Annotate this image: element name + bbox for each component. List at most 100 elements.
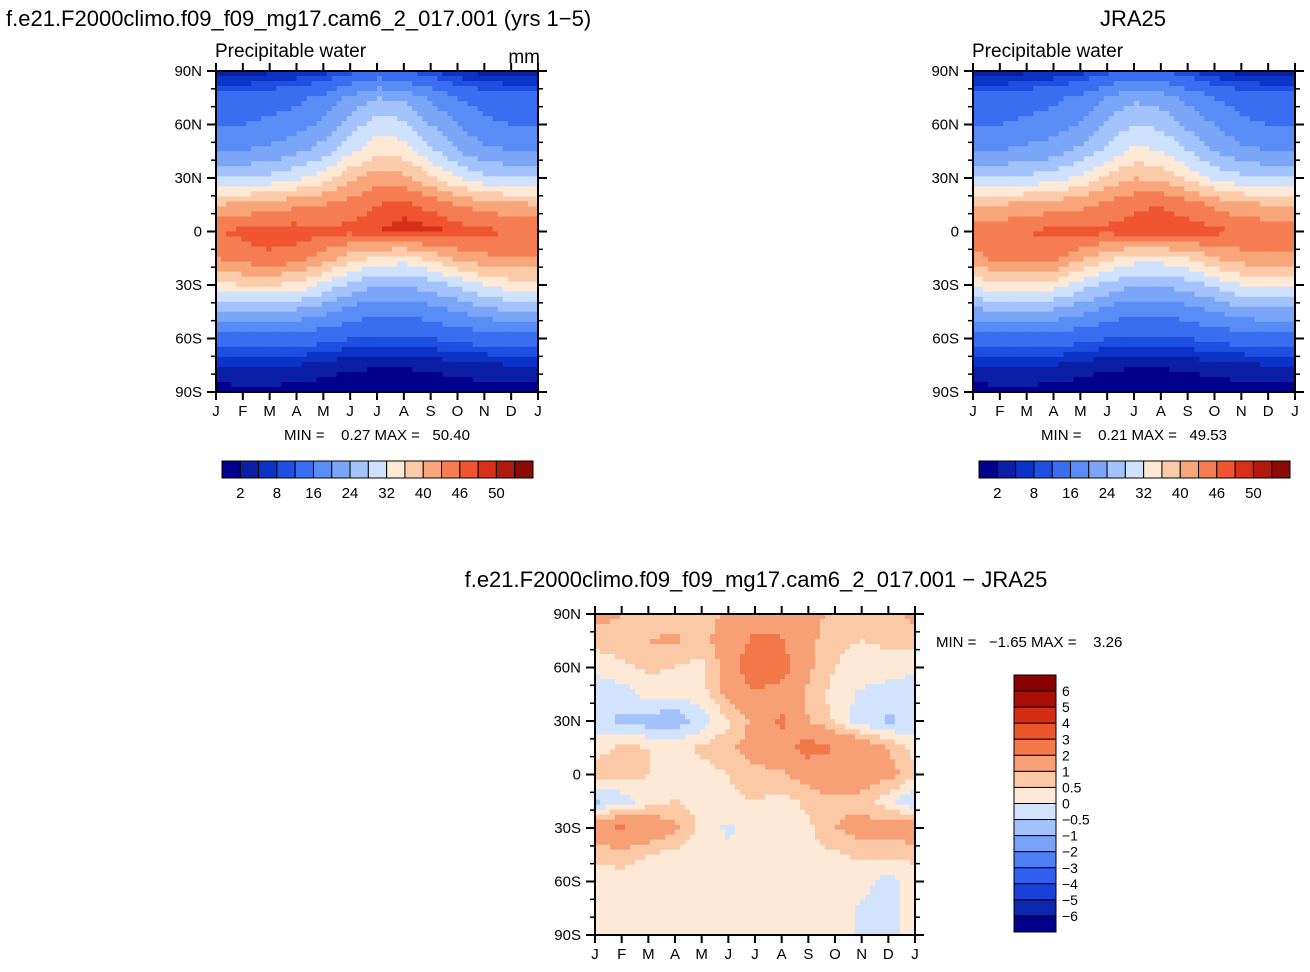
- model-contour-cell: [291, 71, 297, 77]
- model-contour-cell: [271, 141, 277, 147]
- obs-contour-cell: [1184, 116, 1190, 122]
- model-contour-cell: [377, 256, 383, 262]
- model-contour-cell: [226, 221, 232, 227]
- model-contour-cell: [366, 171, 373, 177]
- model-contour-cell: [382, 281, 388, 288]
- model-contour-cell: [452, 276, 458, 283]
- obs-contour-cell: [1023, 101, 1029, 107]
- model-contour-cell: [251, 141, 257, 147]
- model-contour-cell: [221, 181, 227, 187]
- model-contour-cell: [226, 276, 232, 283]
- model-contour-cell: [512, 136, 519, 142]
- obs-contour-cell: [1169, 96, 1175, 102]
- model-contour-cell: [492, 106, 499, 112]
- model-contour-cell: [311, 236, 318, 242]
- model-contour-cell: [402, 361, 408, 368]
- model-contour-cell: [306, 386, 312, 393]
- model-contour-cell: [407, 376, 413, 383]
- model-contour-cell: [507, 271, 514, 278]
- model-contour-cell: [216, 171, 222, 177]
- model-contour-cell: [226, 171, 232, 177]
- model-contour-cell: [266, 301, 272, 308]
- model-contour-cell: [382, 271, 388, 278]
- model-contour-cell: [387, 241, 393, 247]
- model-contour-cell: [457, 321, 463, 328]
- obs-contour-cell: [1093, 86, 1100, 92]
- model-contour-cell: [417, 161, 423, 167]
- model-contour-cell: [447, 96, 453, 102]
- model-contour-cell: [341, 71, 348, 77]
- model-contour-cell: [261, 101, 267, 107]
- model-contour-cell: [522, 121, 529, 127]
- model-contour-cell: [382, 321, 388, 328]
- model-contour-cell: [517, 156, 524, 162]
- model-contour-cell: [527, 171, 534, 177]
- model-contour-cell: [221, 226, 227, 232]
- obs-contour-cell: [1209, 116, 1215, 122]
- model-contour-cell: [492, 341, 499, 348]
- model-contour-cell: [502, 176, 509, 182]
- model-contour-cell: [331, 141, 338, 147]
- model-contour-cell: [291, 216, 297, 222]
- obs-contour-cell: [1244, 86, 1251, 92]
- model-contour-cell: [231, 221, 237, 227]
- model-contour-cell: [377, 171, 383, 177]
- model-contour-cell: [346, 376, 353, 383]
- model-contour-cell: [331, 251, 338, 257]
- model-contour-cell: [532, 221, 539, 227]
- model-contour-cell: [497, 386, 504, 393]
- model-contour-cell: [507, 361, 514, 368]
- model-contour-cell: [291, 111, 297, 117]
- model-contour-cell: [437, 366, 443, 373]
- model-contour-cell: [477, 86, 484, 92]
- model-contour-cell: [497, 136, 504, 142]
- model-contour-cell: [251, 191, 257, 197]
- model-contour-cell: [447, 101, 453, 107]
- model-contour-cell: [382, 356, 388, 363]
- model-contour-cell: [291, 241, 297, 247]
- model-contour-cell: [231, 271, 237, 278]
- model-contour-cell: [301, 301, 307, 308]
- model-contour-cell: [241, 326, 247, 333]
- model-contour-cell: [316, 251, 323, 257]
- model-contour-cell: [361, 371, 368, 378]
- model-contour-cell: [527, 336, 534, 343]
- obs-contour-cell: [1244, 121, 1251, 127]
- model-contour-cell: [346, 286, 353, 293]
- model-contour-cell: [527, 316, 534, 323]
- model-contour-cell: [412, 191, 418, 197]
- obs-contour-cell: [1274, 96, 1281, 102]
- model-contour-cell: [246, 261, 252, 268]
- obs-contour-cell: [1003, 86, 1009, 92]
- model-contour-cell: [371, 116, 378, 122]
- model-contour-cell: [417, 321, 423, 328]
- model-contour-cell: [452, 201, 458, 207]
- model-contour-cell: [512, 231, 519, 237]
- model-contour-cell: [371, 96, 378, 102]
- model-contour-cell: [487, 371, 494, 378]
- model-contour-cell: [472, 206, 479, 212]
- obs-contour-cell: [1214, 81, 1220, 87]
- obs-contour-cell: [1058, 76, 1064, 82]
- obs-contour-cell: [1254, 101, 1261, 107]
- model-contour-cell: [306, 336, 312, 343]
- diff-minmax: MIN = −1.65 MAX = 3.26: [936, 634, 1122, 651]
- model-contour-cell: [291, 381, 297, 388]
- model-contour-cell: [326, 256, 333, 262]
- model-contour-cell: [517, 296, 524, 303]
- model-contour-cell: [407, 211, 413, 217]
- model-contour-cell: [407, 156, 413, 162]
- obs-contour-cell: [1113, 76, 1120, 82]
- model-contour-cell: [321, 166, 328, 172]
- model-contour-cell: [256, 176, 262, 182]
- model-contour-cell: [346, 251, 353, 257]
- obs-contour-cell: [1284, 86, 1291, 92]
- model-contour-cell: [402, 241, 408, 247]
- model-contour-cell: [366, 76, 373, 82]
- model-contour-cell: [422, 201, 428, 207]
- model-contour-cell: [261, 326, 267, 333]
- obs-contour-cell: [1264, 81, 1271, 87]
- model-contour-cell: [346, 151, 353, 157]
- obs-contour-cell: [1289, 116, 1296, 122]
- obs-contour-cell: [1048, 81, 1054, 87]
